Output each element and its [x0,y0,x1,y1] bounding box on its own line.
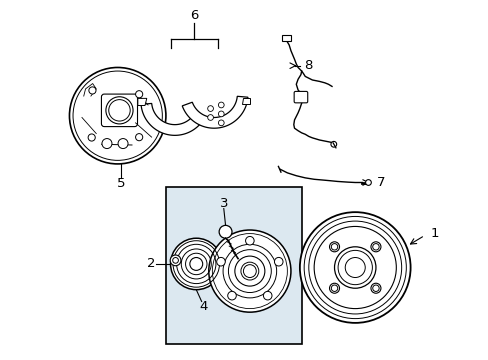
Text: 5: 5 [117,177,125,190]
Circle shape [170,238,222,290]
Text: 4: 4 [199,300,207,312]
Circle shape [218,111,224,117]
Circle shape [207,106,213,111]
Circle shape [370,242,380,252]
Circle shape [274,257,283,266]
Circle shape [329,242,339,252]
Circle shape [227,291,236,300]
Text: 7: 7 [376,176,385,189]
Circle shape [241,262,258,280]
Circle shape [334,247,375,288]
Polygon shape [141,103,201,135]
Circle shape [135,134,142,141]
Circle shape [245,237,254,245]
Polygon shape [242,98,250,104]
Circle shape [218,120,224,126]
Circle shape [365,180,370,185]
Circle shape [329,283,339,293]
FancyBboxPatch shape [101,94,137,127]
Circle shape [189,257,203,270]
Circle shape [88,134,95,141]
Text: 6: 6 [190,9,198,22]
Circle shape [69,67,165,164]
Circle shape [219,225,231,238]
Circle shape [216,257,225,266]
Bar [165,187,301,344]
Text: 1: 1 [429,227,438,240]
Circle shape [102,139,112,149]
Circle shape [89,87,96,94]
Text: 2: 2 [146,257,155,270]
Circle shape [106,97,133,124]
FancyBboxPatch shape [294,91,307,103]
Circle shape [218,102,224,108]
Circle shape [299,212,410,323]
Bar [282,35,290,41]
Circle shape [118,139,128,149]
Circle shape [330,141,336,147]
Circle shape [370,283,380,293]
Polygon shape [182,96,247,128]
Circle shape [170,255,181,266]
Circle shape [207,114,213,120]
Circle shape [135,91,142,98]
Text: 3: 3 [219,197,227,210]
Polygon shape [138,98,146,105]
Text: 8: 8 [304,59,312,72]
Circle shape [208,230,290,312]
Circle shape [345,257,365,278]
Circle shape [263,291,271,300]
